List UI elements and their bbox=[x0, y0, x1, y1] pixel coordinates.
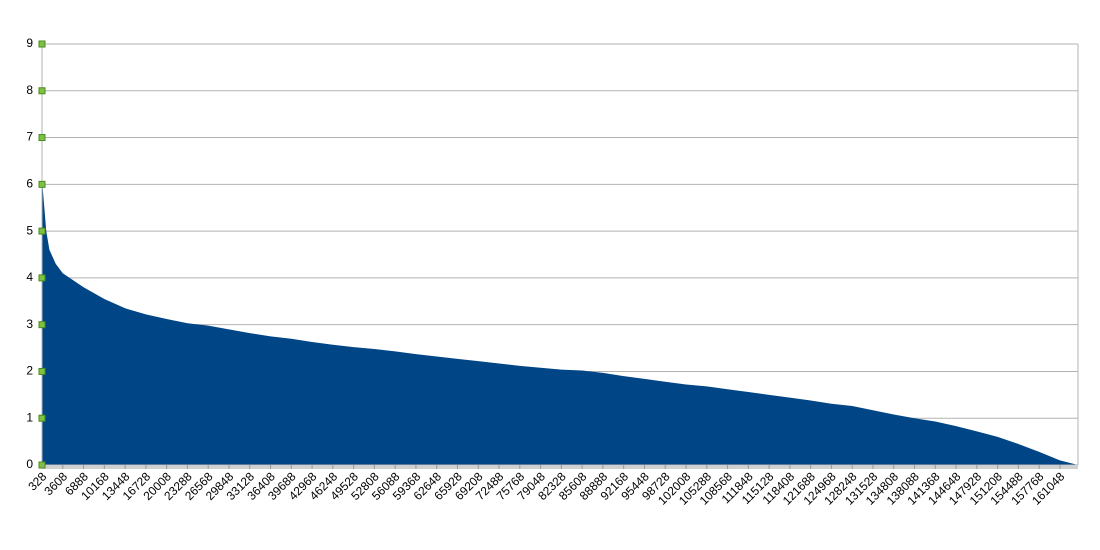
y-tick-marker bbox=[38, 227, 46, 235]
y-tick-marker bbox=[38, 134, 46, 142]
y-tick-marker bbox=[38, 180, 46, 188]
y-tick-label: 1 bbox=[26, 410, 33, 424]
y-tick-marker bbox=[38, 274, 46, 282]
y-tick-label: 5 bbox=[26, 223, 33, 237]
y-tick-label: 4 bbox=[26, 270, 33, 284]
y-tick-label: 3 bbox=[26, 317, 33, 331]
y-tick-label: 0 bbox=[26, 457, 33, 471]
y-tick-label: 8 bbox=[26, 83, 33, 97]
y-tick-marker bbox=[38, 321, 46, 329]
y-tick-marker bbox=[38, 367, 46, 375]
y-tick-marker bbox=[38, 87, 46, 95]
area bbox=[42, 179, 1078, 465]
y-tick-label: 9 bbox=[26, 36, 33, 50]
y-tick-marker bbox=[38, 414, 46, 422]
y-tick-label: 2 bbox=[26, 364, 33, 378]
y-tick-label: 6 bbox=[26, 177, 33, 191]
y-tick-label: 7 bbox=[26, 130, 33, 144]
x-axis-tick-band bbox=[42, 465, 1078, 469]
y-tick-marker bbox=[38, 40, 46, 48]
